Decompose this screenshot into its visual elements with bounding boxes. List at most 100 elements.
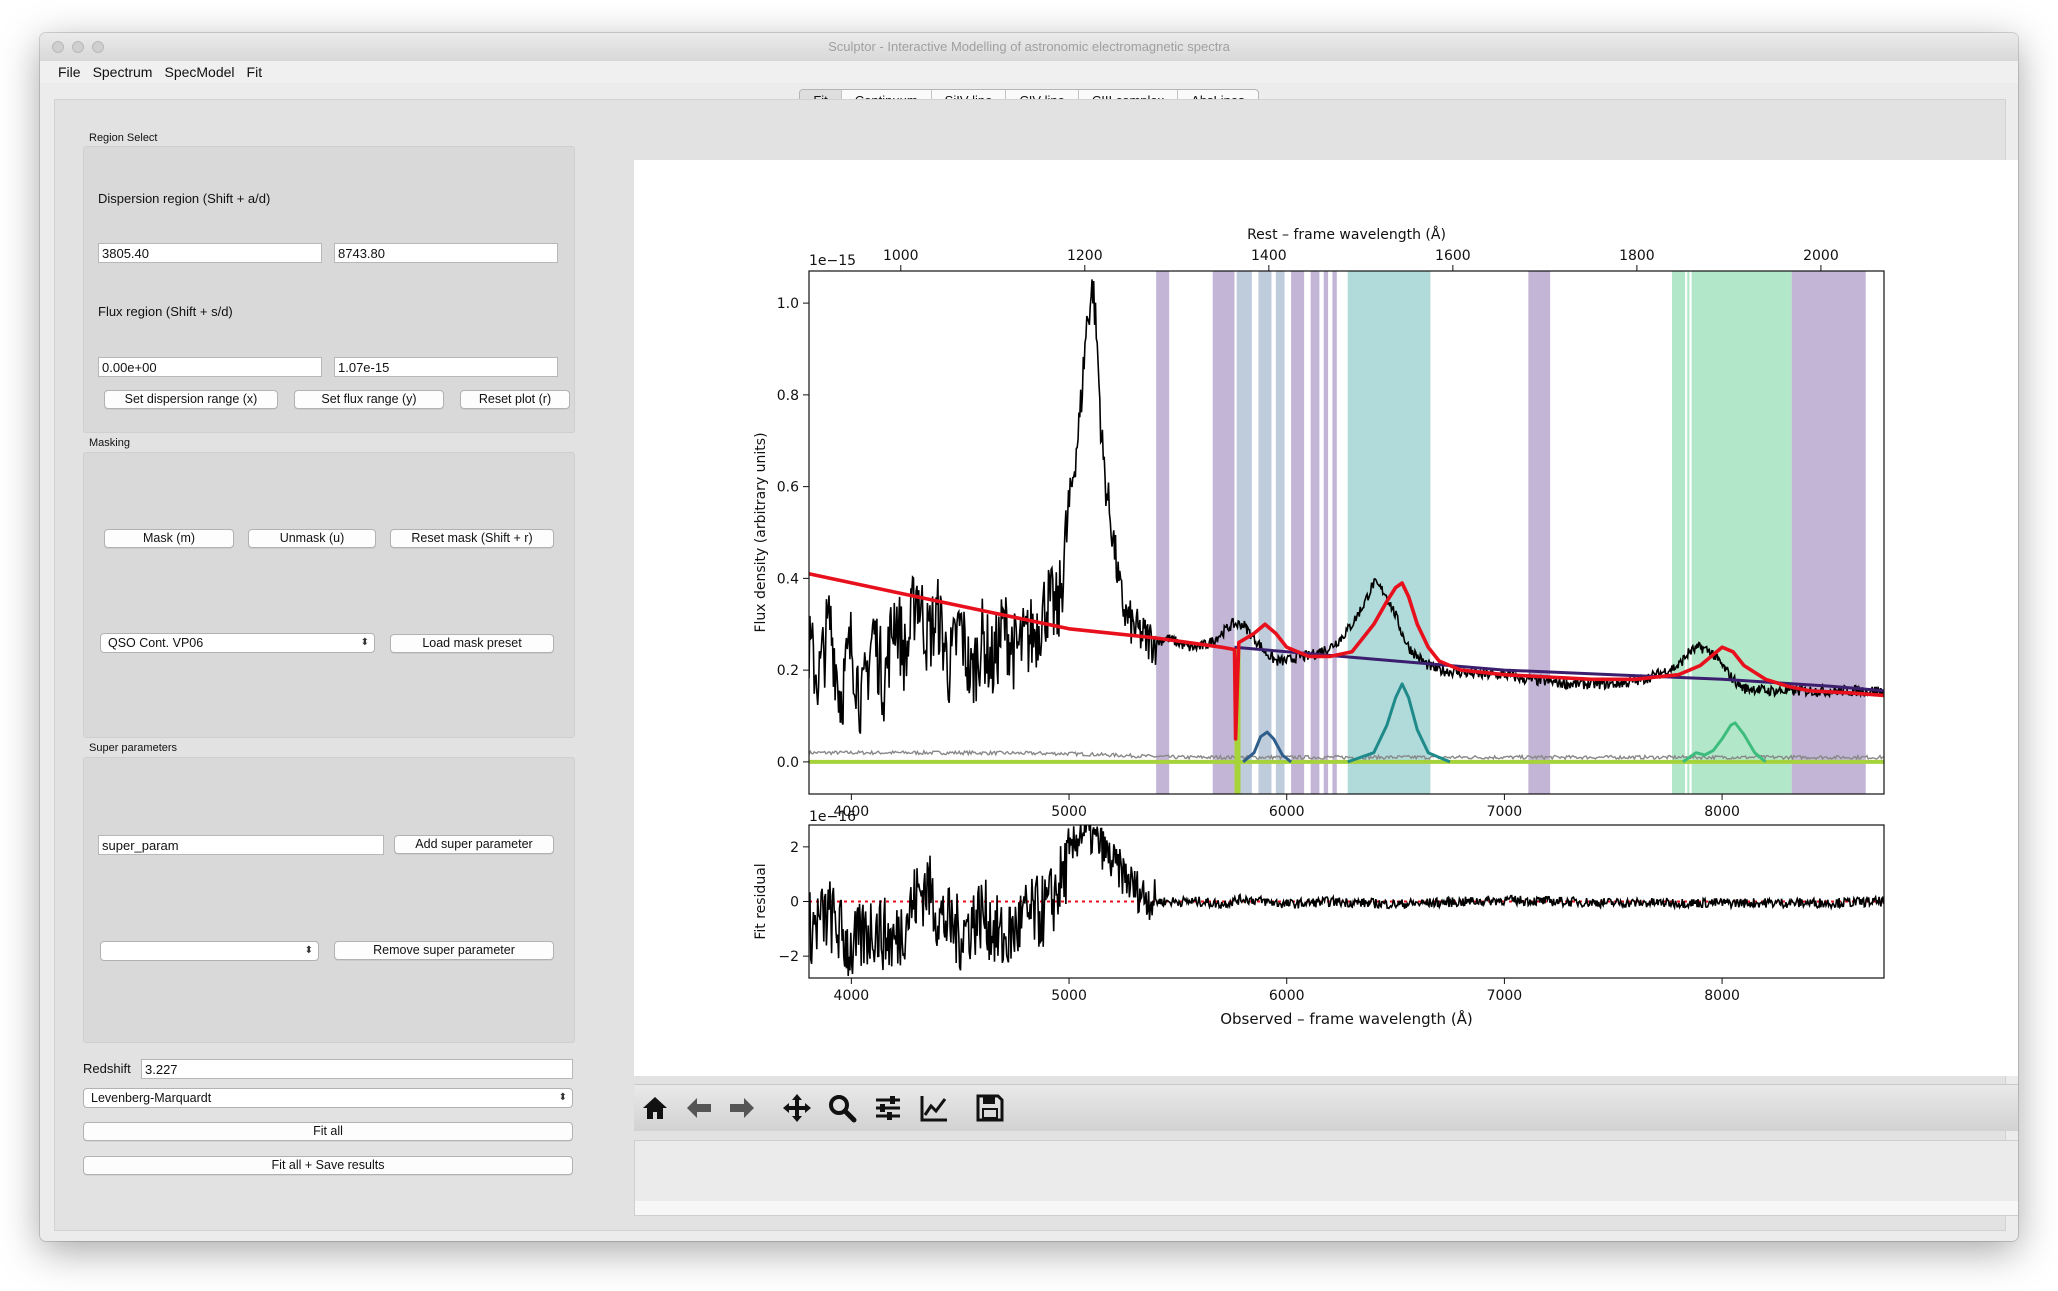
x-axis-label: Observed – frame wavelength (Å) xyxy=(1220,1009,1473,1028)
save-icon[interactable] xyxy=(975,1093,1005,1123)
set-dispersion-range-button[interactable]: Set dispersion range (x) xyxy=(104,390,278,409)
residual-x-tick-label: 4000 xyxy=(834,988,870,1004)
main-x-tick-label: 8000 xyxy=(1704,804,1740,820)
dispersion-region-label: Dispersion region (Shift + a/d) xyxy=(98,191,271,206)
updown-chevron-icon: ⬍ xyxy=(360,637,369,648)
masking-group: Mask (m) Unmask (u) Reset mask (Shift + … xyxy=(83,452,575,738)
menu-file[interactable]: File xyxy=(58,64,81,80)
main-y-tick-label: 0.2 xyxy=(777,663,799,679)
application-window: Sculptor - Interactive Modelling of astr… xyxy=(40,33,2018,1241)
main-y-tick-label: 0.0 xyxy=(777,755,799,771)
menu-bar: File Spectrum SpecModel Fit xyxy=(40,61,2018,83)
residual-x-tick-label: 5000 xyxy=(1051,988,1087,1004)
main-x-tick-label: 4000 xyxy=(834,804,870,820)
flux-region-label: Flux region (Shift + s/d) xyxy=(98,304,233,319)
mask-region-11 xyxy=(1672,271,1686,794)
edit-curves-icon[interactable] xyxy=(919,1093,949,1123)
home-icon[interactable] xyxy=(640,1093,670,1123)
menu-spectrum[interactable]: Spectrum xyxy=(92,64,153,80)
back-arrow-icon[interactable] xyxy=(684,1093,714,1123)
super-parameters-group: super_param Add super parameter ⬍ Remove… xyxy=(83,757,575,1043)
pan-icon[interactable] xyxy=(782,1093,812,1123)
set-flux-range-button[interactable]: Set flux range (y) xyxy=(294,390,444,409)
error-spectrum-line xyxy=(809,749,1884,762)
close-window-button[interactable] xyxy=(52,41,64,53)
civ-component-line xyxy=(1347,682,1451,764)
title-bar: Sculptor - Interactive Modelling of astr… xyxy=(40,33,2018,62)
main-x-tick-label: 5000 xyxy=(1051,804,1087,820)
top-x-tick-label: 1200 xyxy=(1067,248,1103,264)
main-y-axis-label: Flux density (arbitrary units) xyxy=(753,432,769,632)
super-parameters-label: Super parameters xyxy=(89,742,178,754)
super-parameter-select[interactable]: ⬍ xyxy=(100,941,319,961)
top-x-axis-label: Rest – frame wavelength (Å) xyxy=(1247,226,1446,243)
mask-region-0 xyxy=(1156,271,1170,794)
zoom-icon[interactable] xyxy=(827,1093,857,1123)
mask-preset-select[interactable]: QSO Cont. VP06 ⬍ xyxy=(100,633,375,653)
reset-mask-button[interactable]: Reset mask (Shift + r) xyxy=(390,529,554,548)
zoom-window-button[interactable] xyxy=(92,41,104,53)
mask-region-6 xyxy=(1310,271,1320,794)
flux-min-input[interactable]: 0.00e+00 xyxy=(98,357,322,377)
mask-region-7 xyxy=(1323,271,1329,794)
unmask-button[interactable]: Unmask (u) xyxy=(248,529,376,548)
main-y-tick-label: 0.8 xyxy=(777,388,799,404)
residual-y-tick-label: −2 xyxy=(778,949,799,965)
residual-line xyxy=(809,825,1884,976)
minimize-window-button[interactable] xyxy=(72,41,84,53)
top-x-tick-label: 1400 xyxy=(1251,248,1287,264)
main-y-offset-label: 1e−15 xyxy=(809,253,856,269)
residual-y-tick-label: 0 xyxy=(790,895,799,911)
mask-region-1 xyxy=(1212,271,1235,794)
mask-region-12 xyxy=(1687,271,1690,794)
mask-region-14 xyxy=(1791,271,1866,794)
spectrum-figure[interactable]: 4000 5000 6000 7000 8000 1000 1200 1400 1600 1800… xyxy=(634,160,2018,1076)
dispersion-max-input[interactable]: 8743.80 xyxy=(334,243,558,263)
plot-canvas[interactable]: 4000 5000 6000 7000 8000 1000 1200 1400 1600 1800… xyxy=(634,160,2018,1076)
dispersion-min-input[interactable]: 3805.40 xyxy=(98,243,322,263)
main-x-tick-label: 7000 xyxy=(1487,804,1523,820)
status-area xyxy=(634,1140,2018,1216)
top-x-tick-label: 1600 xyxy=(1435,248,1471,264)
mask-region-4 xyxy=(1275,271,1285,794)
fit-all-save-results-button[interactable]: Fit all + Save results xyxy=(83,1156,573,1175)
main-y-tick-label: 1.0 xyxy=(777,296,799,312)
updown-chevron-icon: ⬍ xyxy=(558,1092,567,1103)
fit-method-value: Levenberg-Marquardt xyxy=(91,1091,212,1105)
spectrum-line xyxy=(809,279,1884,734)
fit-method-select[interactable]: Levenberg-Marquardt ⬍ xyxy=(83,1088,573,1108)
reset-plot-button[interactable]: Reset plot (r) xyxy=(460,390,570,409)
super-param-input[interactable]: super_param xyxy=(98,835,384,855)
residual-x-tick-label: 6000 xyxy=(1269,988,1305,1004)
residual-plot-lines xyxy=(809,825,1884,976)
flux-max-input[interactable]: 1.07e-15 xyxy=(334,357,558,377)
region-select-label: Region Select xyxy=(89,132,158,144)
fit-all-button[interactable]: Fit all xyxy=(83,1122,573,1141)
mask-preset-value: QSO Cont. VP06 xyxy=(108,636,204,650)
remove-super-parameter-button[interactable]: Remove super parameter xyxy=(334,941,554,960)
mask-region-8 xyxy=(1332,271,1337,794)
redshift-label: Redshift xyxy=(83,1061,131,1076)
add-super-parameter-button[interactable]: Add super parameter xyxy=(394,835,554,854)
masking-label: Masking xyxy=(89,437,130,449)
main-y-tick-label: 0.4 xyxy=(777,571,799,587)
mask-region-5 xyxy=(1291,271,1305,794)
redshift-input[interactable]: 3.227 xyxy=(141,1059,573,1079)
configure-subplots-icon[interactable] xyxy=(873,1093,903,1123)
mask-region-13 xyxy=(1691,271,1792,794)
residual-y-axis-label: Fit residual xyxy=(753,863,769,939)
mask-regions xyxy=(1156,271,1866,794)
forward-arrow-icon[interactable] xyxy=(727,1093,757,1123)
top-x-tick-label: 2000 xyxy=(1803,248,1839,264)
navigation-toolbar xyxy=(634,1084,2018,1131)
mask-button[interactable]: Mask (m) xyxy=(104,529,234,548)
menu-specmodel[interactable]: SpecModel xyxy=(164,64,235,80)
top-x-tick-label: 1800 xyxy=(1619,248,1655,264)
main-y-tick-label: 0.6 xyxy=(777,480,799,496)
residual-y-tick-label: 2 xyxy=(790,840,799,856)
load-mask-preset-button[interactable]: Load mask preset xyxy=(390,634,554,653)
top-x-tick-label: 1000 xyxy=(883,248,919,264)
menu-fit[interactable]: Fit xyxy=(246,64,263,80)
main-plot-lines xyxy=(809,279,1884,794)
window-title: Sculptor - Interactive Modelling of astr… xyxy=(828,39,1230,54)
